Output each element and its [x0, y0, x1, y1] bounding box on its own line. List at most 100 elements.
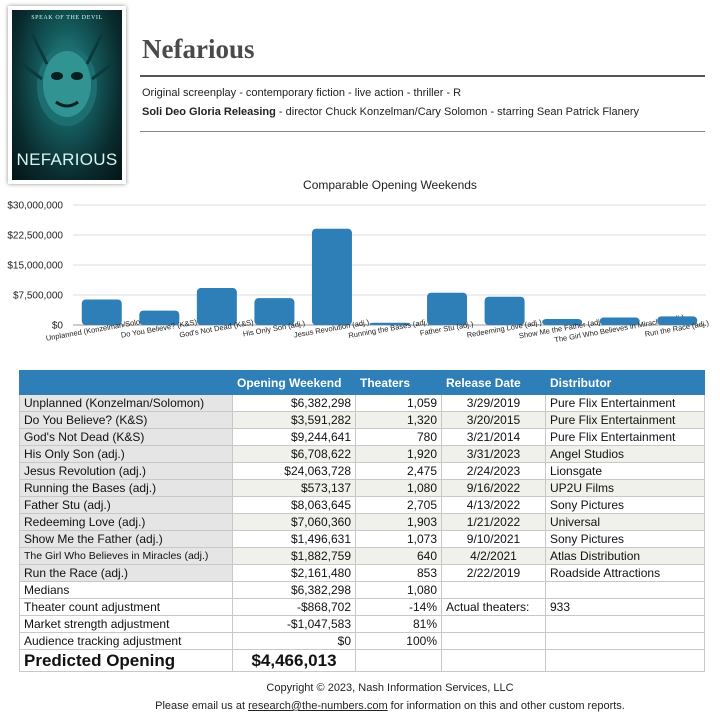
- email-link[interactable]: research@the-numbers.com: [248, 700, 388, 712]
- opening-weekends-bar-chart: $0 $7,500,000 $15,000,000 $22,500,000 $30,00…: [7, 201, 710, 345]
- cell-theaters: 1,903: [355, 513, 442, 531]
- cell-opening: $9,244,641: [232, 428, 356, 446]
- poster-artwork: SPEAK OF THE DEVIL NEFARIOUS: [12, 10, 122, 180]
- cell-title: His Only Son (adj.): [19, 445, 233, 463]
- cell-title: Father Stu (adj.): [19, 496, 233, 514]
- movie-credits: - director Chuck Konzelman/Cary Solomon …: [275, 106, 640, 118]
- cell-theaters: 1,080: [355, 479, 442, 497]
- header-opening-weekend: Opening Weekend: [232, 370, 356, 395]
- market-adjustment-pct: 81%: [355, 615, 442, 633]
- movie-credits-line: Soli Deo Gloria Releasing - director Chu…: [142, 106, 639, 118]
- cell-date: 3/20/2015: [441, 411, 546, 429]
- cell-opening: $573,137: [232, 479, 356, 497]
- bar: [254, 298, 295, 325]
- movie-distributor: Soli Deo Gloria Releasing: [142, 106, 276, 118]
- medians-theaters: 1,080: [355, 581, 442, 599]
- bar: [139, 310, 180, 325]
- poster-title: NEFARIOUS: [16, 150, 118, 169]
- cell-title: Unplanned (Konzelman/Solomon): [19, 394, 233, 412]
- table-row: Jesus Revolution (adj.) $24,063,728 2,475 2…: [19, 462, 705, 480]
- theater-adjustment-row: Theater count adjustment -$868,702 -14% …: [19, 598, 705, 616]
- table-row: Run the Race (adj.) $2,161,480 853 2/22/201…: [19, 564, 705, 582]
- contact-prefix: Please email us at: [155, 700, 249, 712]
- cell-distributor: Universal: [545, 513, 705, 531]
- header-divider: [140, 131, 705, 132]
- table-row: Father Stu (adj.) $8,063,645 2,705 4/13/202…: [19, 496, 705, 514]
- cell-theaters: 2,475: [355, 462, 442, 480]
- header-distributor: Distributor: [545, 370, 705, 395]
- market-adjustment-value: -$1,047,583: [232, 615, 356, 633]
- table-row: Redeeming Love (adj.) $7,060,360 1,903 1/21…: [19, 513, 705, 531]
- table-row: Unplanned (Konzelman/Solomon) $6,382,298 1…: [19, 394, 705, 412]
- bar: [369, 322, 410, 325]
- bar: [484, 296, 525, 325]
- bar: [196, 288, 237, 325]
- movie-title: Nefarious: [142, 34, 255, 64]
- movie-meta-line: Original screenplay - contemporary ficti…: [142, 87, 462, 99]
- cell-theaters: 640: [355, 547, 442, 565]
- cell-distributor: Pure Flix Entertainment: [545, 394, 705, 412]
- title-divider: [140, 75, 705, 77]
- cell-date: 9/10/2021: [441, 530, 546, 548]
- table-row: God's Not Dead (K&S) $9,244,641 780 3/21/20…: [19, 428, 705, 446]
- header-title: [19, 370, 233, 395]
- cell-distributor: Sony Pictures: [545, 496, 705, 514]
- copyright-notice: Copyright © 2023, Nash Information Servi…: [266, 682, 514, 694]
- header-release-date: Release Date: [441, 370, 546, 395]
- cell-distributor: Roadside Attractions: [545, 564, 705, 582]
- cell-title: Run the Race (adj.): [19, 564, 233, 582]
- cell-title: Redeeming Love (adj.): [19, 513, 233, 531]
- cell-title: Running the Bases (adj.): [19, 479, 233, 497]
- cell-theaters: 1,059: [355, 394, 442, 412]
- cell-date: 4/13/2022: [441, 496, 546, 514]
- cell-date: 3/31/2023: [441, 445, 546, 463]
- cell-opening: $1,496,631: [232, 530, 356, 548]
- chart-title: Comparable Opening Weekends: [303, 178, 477, 192]
- poster-face-illustration: [21, 33, 113, 126]
- cell-opening: $6,708,622: [232, 445, 356, 463]
- cell-distributor: Lionsgate: [545, 462, 705, 480]
- table-row: Running the Bases (adj.) $573,137 1,080 9/1…: [19, 479, 705, 497]
- y-tick-label: $0: [52, 321, 64, 332]
- bar: [81, 299, 122, 325]
- movie-poster: SPEAK OF THE DEVIL NEFARIOUS: [8, 6, 126, 184]
- actual-theaters-label: Actual theaters:: [441, 598, 546, 616]
- cell-opening: $6,382,298: [232, 394, 356, 412]
- cell-theaters: 1,920: [355, 445, 442, 463]
- audience-adjustment-row: Audience tracking adjustment $0 100%: [19, 632, 705, 650]
- medians-row: Medians $6,382,298 1,080: [19, 581, 705, 599]
- contact-line: Please email us at research@the-numbers.…: [0, 700, 720, 712]
- theater-adjustment-label: Theater count adjustment: [19, 598, 233, 616]
- cell-distributor: Angel Studios: [545, 445, 705, 463]
- table-row: The Girl Who Believes in Miracles (adj.)…: [19, 547, 705, 565]
- poster-tagline: SPEAK OF THE DEVIL: [31, 15, 103, 21]
- bar: [599, 317, 640, 325]
- cell-distributor: UP2U Films: [545, 479, 705, 497]
- cell-distributor: Pure Flix Entertainment: [545, 428, 705, 446]
- medians-label: Medians: [19, 581, 233, 599]
- table-row: Show Me the Father (adj.) $1,496,631 1,073…: [19, 530, 705, 548]
- bar: [427, 292, 468, 325]
- cell-distributor: Pure Flix Entertainment: [545, 411, 705, 429]
- market-adjustment-row: Market strength adjustment -$1,047,583 8…: [19, 615, 705, 633]
- y-tick-label: $22,500,000: [7, 231, 63, 242]
- cell-theaters: 1,320: [355, 411, 442, 429]
- cell-date: 1/21/2022: [441, 513, 546, 531]
- cell-title: Do You Believe? (K&S): [19, 411, 233, 429]
- y-tick-label: $30,000,000: [7, 201, 63, 212]
- cell-opening: $1,882,759: [232, 547, 356, 565]
- cell-opening: $8,063,645: [232, 496, 356, 514]
- cell-title: The Girl Who Believes in Miracles (adj.): [19, 547, 233, 565]
- table-header-row: Opening Weekend Theaters Release Date Di…: [19, 370, 705, 395]
- theater-adjustment-value: -$868,702: [232, 598, 356, 616]
- cell-date: 3/21/2014: [441, 428, 546, 446]
- contact-suffix: for information on this and other custom…: [387, 700, 625, 712]
- audience-adjustment-value: $0: [232, 632, 356, 650]
- cell-theaters: 1,073: [355, 530, 442, 548]
- table-row: Do You Believe? (K&S) $3,591,282 1,320 3/20…: [19, 411, 705, 429]
- cell-date: 3/29/2019: [441, 394, 546, 412]
- cell-title: Show Me the Father (adj.): [19, 530, 233, 548]
- theater-adjustment-pct: -14%: [355, 598, 442, 616]
- y-tick-label: $15,000,000: [7, 261, 63, 272]
- cell-distributor: Sony Pictures: [545, 530, 705, 548]
